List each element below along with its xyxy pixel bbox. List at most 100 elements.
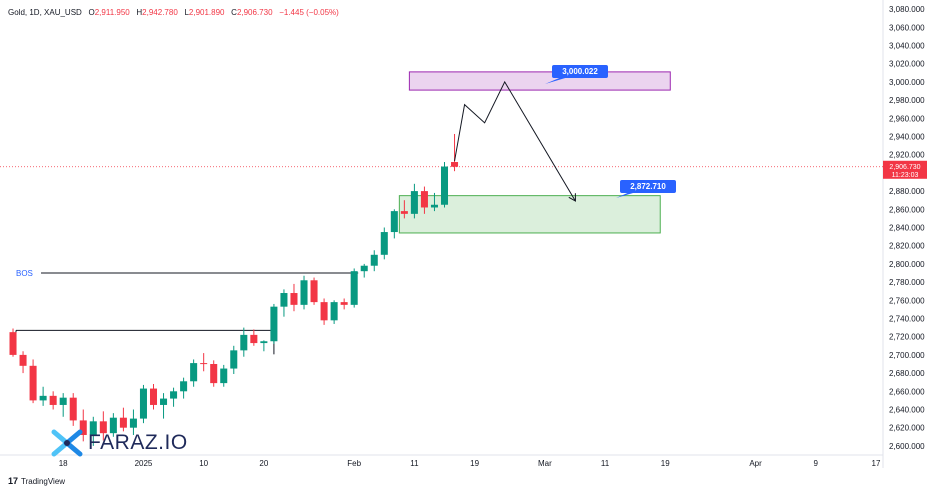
x-tick-label: Apr xyxy=(749,459,762,468)
price-callout-upper: 3,000.022 xyxy=(545,65,608,84)
y-tick-label: 2,960.000 xyxy=(889,114,925,123)
candle-body xyxy=(190,363,198,382)
x-tick-label: 11 xyxy=(410,459,419,468)
y-tick-label: 2,880.000 xyxy=(889,187,925,196)
candle xyxy=(230,345,238,375)
candle-body xyxy=(220,368,228,384)
candle xyxy=(160,393,168,419)
callout-label: 3,000.022 xyxy=(562,67,598,76)
candle xyxy=(300,275,308,310)
candle xyxy=(89,416,97,446)
y-tick-label: 2,800.000 xyxy=(889,260,925,269)
x-tick-label: 18 xyxy=(59,459,68,468)
candle xyxy=(79,409,87,442)
candle xyxy=(250,329,258,346)
candle xyxy=(280,289,288,317)
y-tick-label: 3,000.000 xyxy=(889,78,925,87)
candle xyxy=(390,209,398,239)
candle xyxy=(400,200,408,219)
supply-zone xyxy=(408,71,671,91)
candle-body xyxy=(380,232,388,255)
candle-body xyxy=(370,254,378,266)
candle-body xyxy=(230,350,238,369)
candle xyxy=(440,161,449,208)
candle-body xyxy=(79,420,87,435)
candle xyxy=(451,133,459,172)
candle xyxy=(99,411,107,441)
y-tick-label: 3,040.000 xyxy=(889,42,925,51)
callout-box xyxy=(620,180,676,193)
callout-label: 2,872.710 xyxy=(630,182,666,191)
candle-body xyxy=(451,162,459,167)
candle xyxy=(420,186,428,214)
candle xyxy=(430,192,438,212)
candle-body xyxy=(290,293,298,305)
candle xyxy=(290,283,298,312)
candle xyxy=(370,250,378,272)
candle-body xyxy=(240,334,248,351)
candle-body xyxy=(139,388,147,419)
tradingview-footer[interactable]: 17 TradingView xyxy=(8,476,65,486)
candle xyxy=(330,300,338,324)
candle xyxy=(310,277,318,305)
y-tick-label: 2,940.000 xyxy=(889,133,925,142)
watermark-text: FARAZ.IO xyxy=(88,431,188,454)
legend-open-key: O xyxy=(88,8,95,17)
candle xyxy=(210,360,218,387)
y-tick-label: 2,740.000 xyxy=(889,315,925,324)
candle-body xyxy=(420,191,428,208)
legend-symbol: Gold, 1D, XAU_USD xyxy=(8,8,82,17)
candle-body xyxy=(430,204,438,208)
candle xyxy=(260,340,268,352)
x-tick-label: 11 xyxy=(601,459,610,468)
candle-body xyxy=(360,265,368,272)
price-tag-countdown: 11:23:03 xyxy=(892,172,919,179)
bos-label: BOS xyxy=(16,269,33,278)
candle xyxy=(109,413,117,437)
legend-close: 2,906.730 xyxy=(236,8,273,17)
candle-body xyxy=(9,332,17,355)
x-tick-label: 9 xyxy=(814,459,819,468)
legend-close-key: C xyxy=(231,8,237,17)
x-tick-label: 2025 xyxy=(135,459,153,468)
candle xyxy=(180,377,188,399)
price-tag-box xyxy=(883,160,927,179)
candle-body xyxy=(119,417,127,428)
candle xyxy=(320,298,328,325)
candle xyxy=(139,384,147,424)
candle xyxy=(69,393,77,426)
candle-body xyxy=(310,280,318,303)
candle-body xyxy=(270,306,278,342)
candle xyxy=(119,407,127,432)
candle xyxy=(380,227,388,260)
candle xyxy=(170,387,178,407)
y-tick-label: 2,720.000 xyxy=(889,333,925,342)
legend-low: 2,901.890 xyxy=(188,8,225,17)
y-tick-label: 2,780.000 xyxy=(889,278,925,287)
candle-body xyxy=(99,421,107,434)
candle-body xyxy=(200,363,208,365)
y-tick-label: 3,020.000 xyxy=(889,60,925,69)
y-tick-label: 2,980.000 xyxy=(889,96,925,105)
candle-body xyxy=(149,388,158,405)
candle-body xyxy=(400,211,408,214)
candle-body xyxy=(440,166,449,205)
candle-body xyxy=(129,418,137,428)
price-callout-lower: 2,872.710 xyxy=(616,180,676,198)
candle-body xyxy=(280,293,288,307)
x-tick-label: 19 xyxy=(470,459,479,468)
x-tick-label: 17 xyxy=(872,459,881,468)
callout-box xyxy=(552,65,608,78)
demand-zone xyxy=(398,195,661,234)
candle-body xyxy=(49,395,57,405)
y-tick-label: 3,060.000 xyxy=(889,23,925,32)
legend-high-key: H xyxy=(136,8,143,17)
candle-body xyxy=(250,334,258,344)
candle-body xyxy=(19,354,27,366)
candle-body xyxy=(410,191,418,214)
price-tag-value: 2,906.730 xyxy=(889,164,920,171)
legend-low-key: L xyxy=(184,8,189,17)
y-tick-label: 2,920.000 xyxy=(889,151,925,160)
